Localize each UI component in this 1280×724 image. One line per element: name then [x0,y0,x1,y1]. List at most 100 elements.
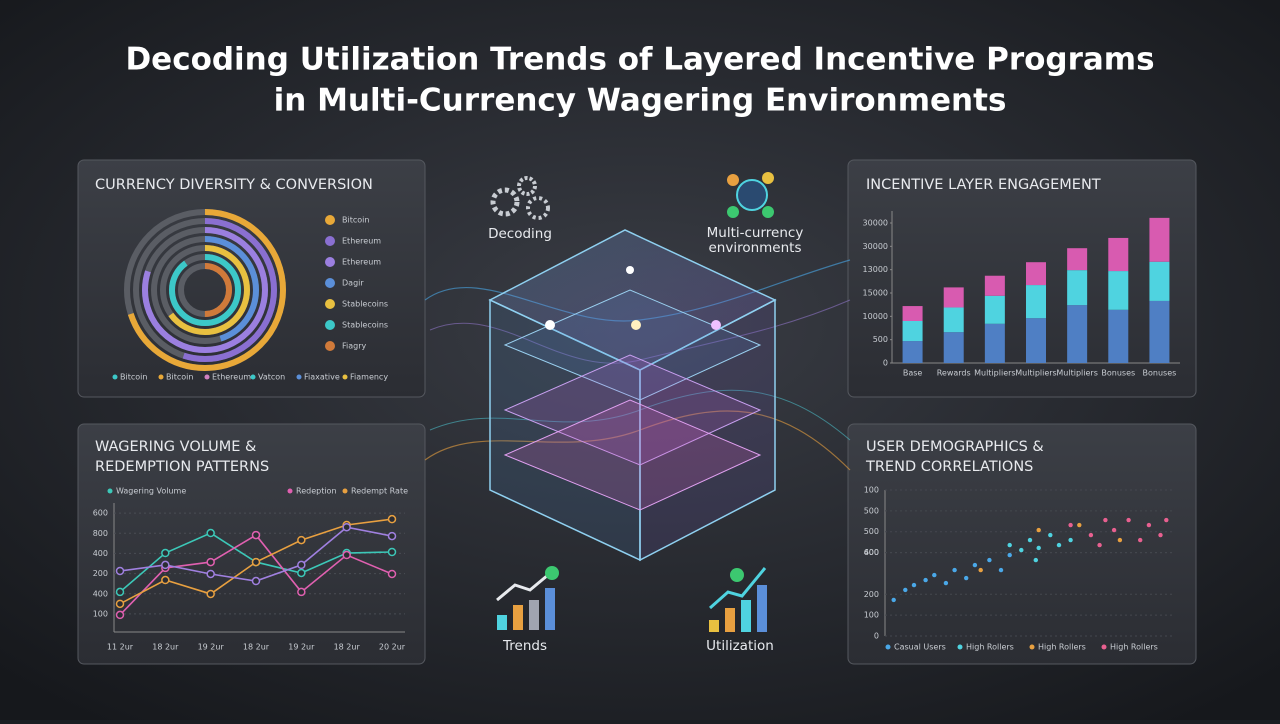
point [206,589,215,599]
ring-arc [124,209,286,371]
legend-label: Bitcoin [120,373,147,382]
icon-label: environments [708,240,801,256]
bar-segment [1067,270,1088,306]
point [1146,522,1152,528]
legend-label: Fiaxative [304,373,340,382]
legend-label: Vatcon [258,373,285,382]
point [387,569,397,579]
legend-label: High Rollers [966,643,1014,652]
point [1019,547,1024,553]
bar-segment [902,306,923,321]
point [1007,552,1012,558]
x-tick-label: 18 2ur [334,643,361,652]
y-tick-label: 30000 [863,242,888,251]
panel-title: WAGERING VOLUME & [95,439,256,455]
glow-node [545,320,555,330]
title-line: in Multi-Currency Wagering Environments [274,83,1007,119]
point [297,560,306,570]
legend-dot [204,374,210,380]
legend-label: Stablecoins [342,300,388,309]
legend-icon [325,320,335,330]
point [206,557,215,567]
title-line: Decoding Utilization Trends of Layered I… [125,42,1154,78]
icon-bar [545,588,555,630]
icon-bar [757,585,767,632]
y-tick-label: 200 [864,590,879,599]
panel-title: CURRENCY DIVERSITY & CONVERSION [95,177,373,193]
point [1103,517,1108,523]
legend-icon [325,278,335,288]
legend-label: Redeption [296,487,337,496]
cube-layer [503,289,762,401]
bar-segment [984,275,1005,296]
legend-label: Ethereum [212,373,251,382]
cube-layer [503,354,762,466]
point [1036,545,1041,551]
legend-label: Fiamency [350,373,388,382]
legend-label: High Rollers [1110,643,1158,652]
legend-dot [158,374,164,380]
ring-arc [142,227,268,353]
bar-segment [984,295,1005,324]
legend-label: Fiagry [342,342,367,351]
point [1138,537,1143,543]
bar-segment [1067,305,1088,363]
legend-dot [112,374,118,380]
point [161,548,170,558]
x-tick-label: Bonuses [1101,369,1135,378]
icon-label: Utilization [706,638,774,654]
coin-icon [762,172,774,184]
panel-title: USER DEMOGRAPHICS & [866,439,1044,455]
point [987,557,992,563]
y-tick-label: 500 [873,335,888,344]
y-tick-label: 200 [93,569,108,578]
ring-arc [169,254,241,326]
legend-label: Ethereum [342,237,381,246]
legend-label: Bitcoin [342,216,369,225]
point [932,572,937,578]
point [1068,537,1073,543]
legend-dot [107,488,113,494]
legend-icon [325,341,335,351]
y-tick-label: 100 [93,609,108,618]
x-tick-label: Multipliers [974,369,1015,378]
check-icon [730,568,744,582]
point [1111,527,1117,533]
bar-segment [1026,318,1046,363]
panel [847,159,1197,398]
point [1117,537,1123,543]
x-tick-label: Multipliers [1056,369,1097,378]
legend-label: Wagering Volume [116,487,186,496]
icon-bar [497,615,507,630]
point [978,567,983,573]
legend-dot [296,374,302,380]
bar-segment [1149,300,1170,363]
bar-segment [1108,271,1129,310]
x-tick-label: 19 2ur [198,643,225,652]
legend-dot [342,488,348,494]
point [297,535,306,545]
point [964,575,969,581]
icon-bar [709,620,719,632]
icon-bar [513,605,523,630]
bar-segment [943,287,964,308]
bar-segment [902,321,923,342]
point [952,567,957,573]
y-tick-label: 15000 [863,289,888,298]
point [923,577,928,583]
point [903,587,908,593]
ring-arc [151,236,259,344]
y-tick-label: 30000 [863,219,888,228]
panels [77,159,1197,665]
glow-node [711,320,721,330]
legend-icon [325,215,335,225]
icon-arrow [496,573,549,602]
legend-dot [885,644,891,650]
point [998,567,1004,573]
legend-dot [957,644,963,650]
coin-icon [762,206,774,218]
point [297,587,306,597]
bar-segment [1067,248,1088,271]
gear-icon [517,176,537,196]
